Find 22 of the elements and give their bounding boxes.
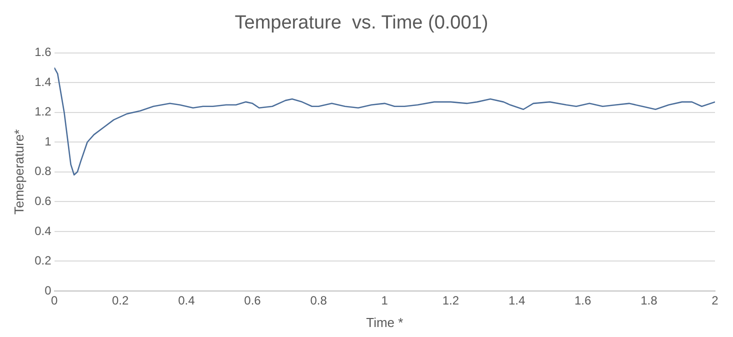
y-tick-label: 1.2 [34, 104, 52, 119]
chart-title: Temperature vs. Time (0.001) [234, 12, 488, 34]
x-tick-label: 0.2 [112, 294, 130, 308]
y-tick-label: 1.6 [34, 45, 52, 60]
x-tick-label: 0.6 [244, 294, 262, 308]
y-tick-label: 1.4 [34, 74, 52, 89]
y-tick-label: 0.6 [34, 194, 52, 208]
y-tick-label: 0.4 [34, 224, 52, 238]
x-axis-title: Time * [366, 314, 404, 330]
x-tick-label: 1.6 [574, 294, 592, 308]
y-tick-label: 0.8 [34, 164, 52, 178]
x-tick-label: 1.2 [442, 294, 460, 308]
x-tick-label: 0.4 [178, 294, 196, 308]
y-tick-label: 1 [44, 134, 52, 148]
x-tick-label: 0.8 [310, 294, 328, 308]
y-tick-label: 0 [44, 283, 52, 298]
y-tick-label: 0.2 [34, 254, 52, 268]
x-tick-label: 1.4 [508, 294, 526, 308]
x-tick-label: 1.8 [640, 294, 658, 308]
x-tick-label: 2 [712, 294, 719, 308]
y-axis-title: Temeperature* [11, 129, 26, 215]
x-tick-label: 1 [381, 294, 388, 308]
